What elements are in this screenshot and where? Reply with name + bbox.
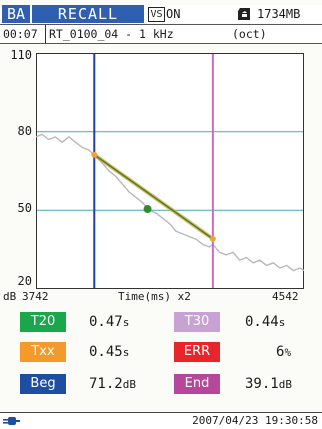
t20-value: 0.47s [89,314,130,330]
fit-end-marker [209,235,216,242]
sd-card-icon [238,8,250,20]
x-start-label: 3742 [22,290,49,303]
plug-icon [3,417,20,425]
file-info-bar: 00:07 RT_0100_04 - 1 kHz (oct) [0,24,322,44]
y-tick-label: 50 [17,201,32,215]
decay-curve [36,133,304,272]
regression-line [93,154,214,240]
end-badge: End [174,374,220,394]
fit-midpoint-marker [143,205,152,214]
function-recall[interactable]: RECALL [32,5,144,23]
vs-badge: VS [148,7,165,22]
err-value: 6% [276,344,292,360]
t30-value: 0.44s [245,314,286,330]
divider [45,25,46,43]
y-tick-label: 110 [10,48,32,62]
memory-free: 1734MB [257,7,301,21]
txx-badge: Txx [20,342,66,362]
y-tick-label: 80 [17,124,32,138]
elapsed-time: 00:07 [3,27,38,41]
err-badge: ERR [174,342,220,362]
footer-bar: 2007/04/23 19:30:58 [0,412,322,429]
t30-badge: T30 [174,312,220,332]
band-mode: (oct) [232,27,267,41]
y-tick-label: 20 [17,274,32,288]
beg-badge: Beg [20,374,66,394]
t20-badge: T20 [20,312,66,332]
date-time: 2007/04/23 19:30:58 [192,414,318,427]
x-axis-label: Time(ms) x2 [118,290,191,303]
file-name: RT_0100_04 - 1 kHz [49,27,174,41]
plot-frame [36,53,304,289]
mode-indicator[interactable]: BA [2,5,30,23]
decay-chart[interactable] [36,53,304,289]
txx-value: 0.45s [89,344,130,360]
x-end-label: 4542 [272,290,299,303]
end-value: 39.1dB [245,376,292,392]
fit-begin-marker [91,151,98,158]
y-axis-unit: dB [3,290,17,303]
beg-value: 71.2dB [89,376,136,392]
vs-state: ON [166,7,181,21]
